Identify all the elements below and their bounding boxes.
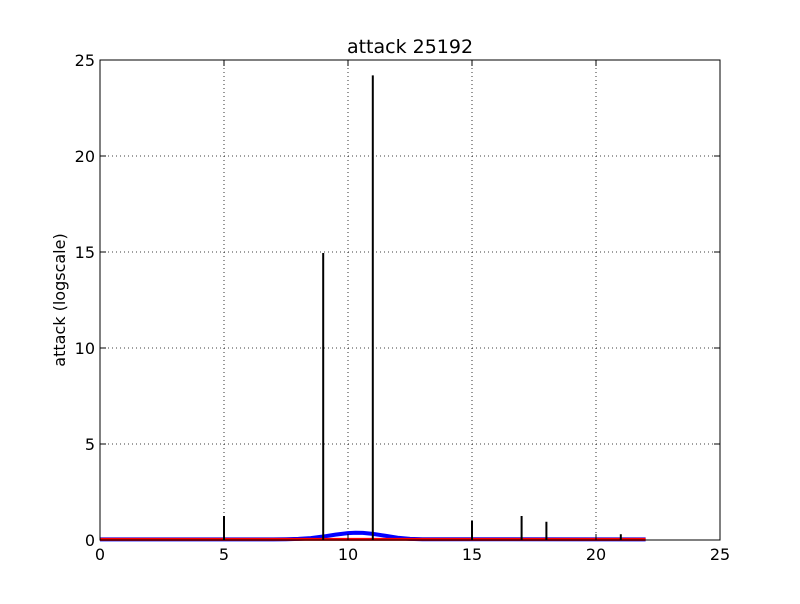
y-tick-label: 20 (75, 147, 95, 166)
grid-lines (100, 60, 720, 540)
y-tick-label: 10 (75, 339, 95, 358)
x-tick-label: 10 (338, 545, 358, 564)
y-tick-label: 0 (85, 531, 95, 550)
x-tick-label: 25 (710, 545, 730, 564)
y-tick-labels: 0 5 10 15 20 25 (75, 51, 95, 550)
plot-area-frame (99, 59, 721, 541)
chart-title: attack 25192 (347, 36, 473, 58)
axis-ticks (99, 59, 721, 541)
x-tick-label: 15 (462, 545, 482, 564)
y-tick-label: 5 (85, 435, 95, 454)
y-axis-label: attack (logscale) (50, 233, 69, 366)
bar-series (223, 75, 622, 540)
x-tick-label: 0 (95, 545, 105, 564)
x-tick-labels: 0 5 10 15 20 25 (95, 545, 730, 564)
x-tick-label: 20 (586, 545, 606, 564)
y-tick-label: 15 (75, 243, 95, 262)
y-tick-label: 25 (75, 51, 95, 70)
x-tick-label: 5 (219, 545, 229, 564)
